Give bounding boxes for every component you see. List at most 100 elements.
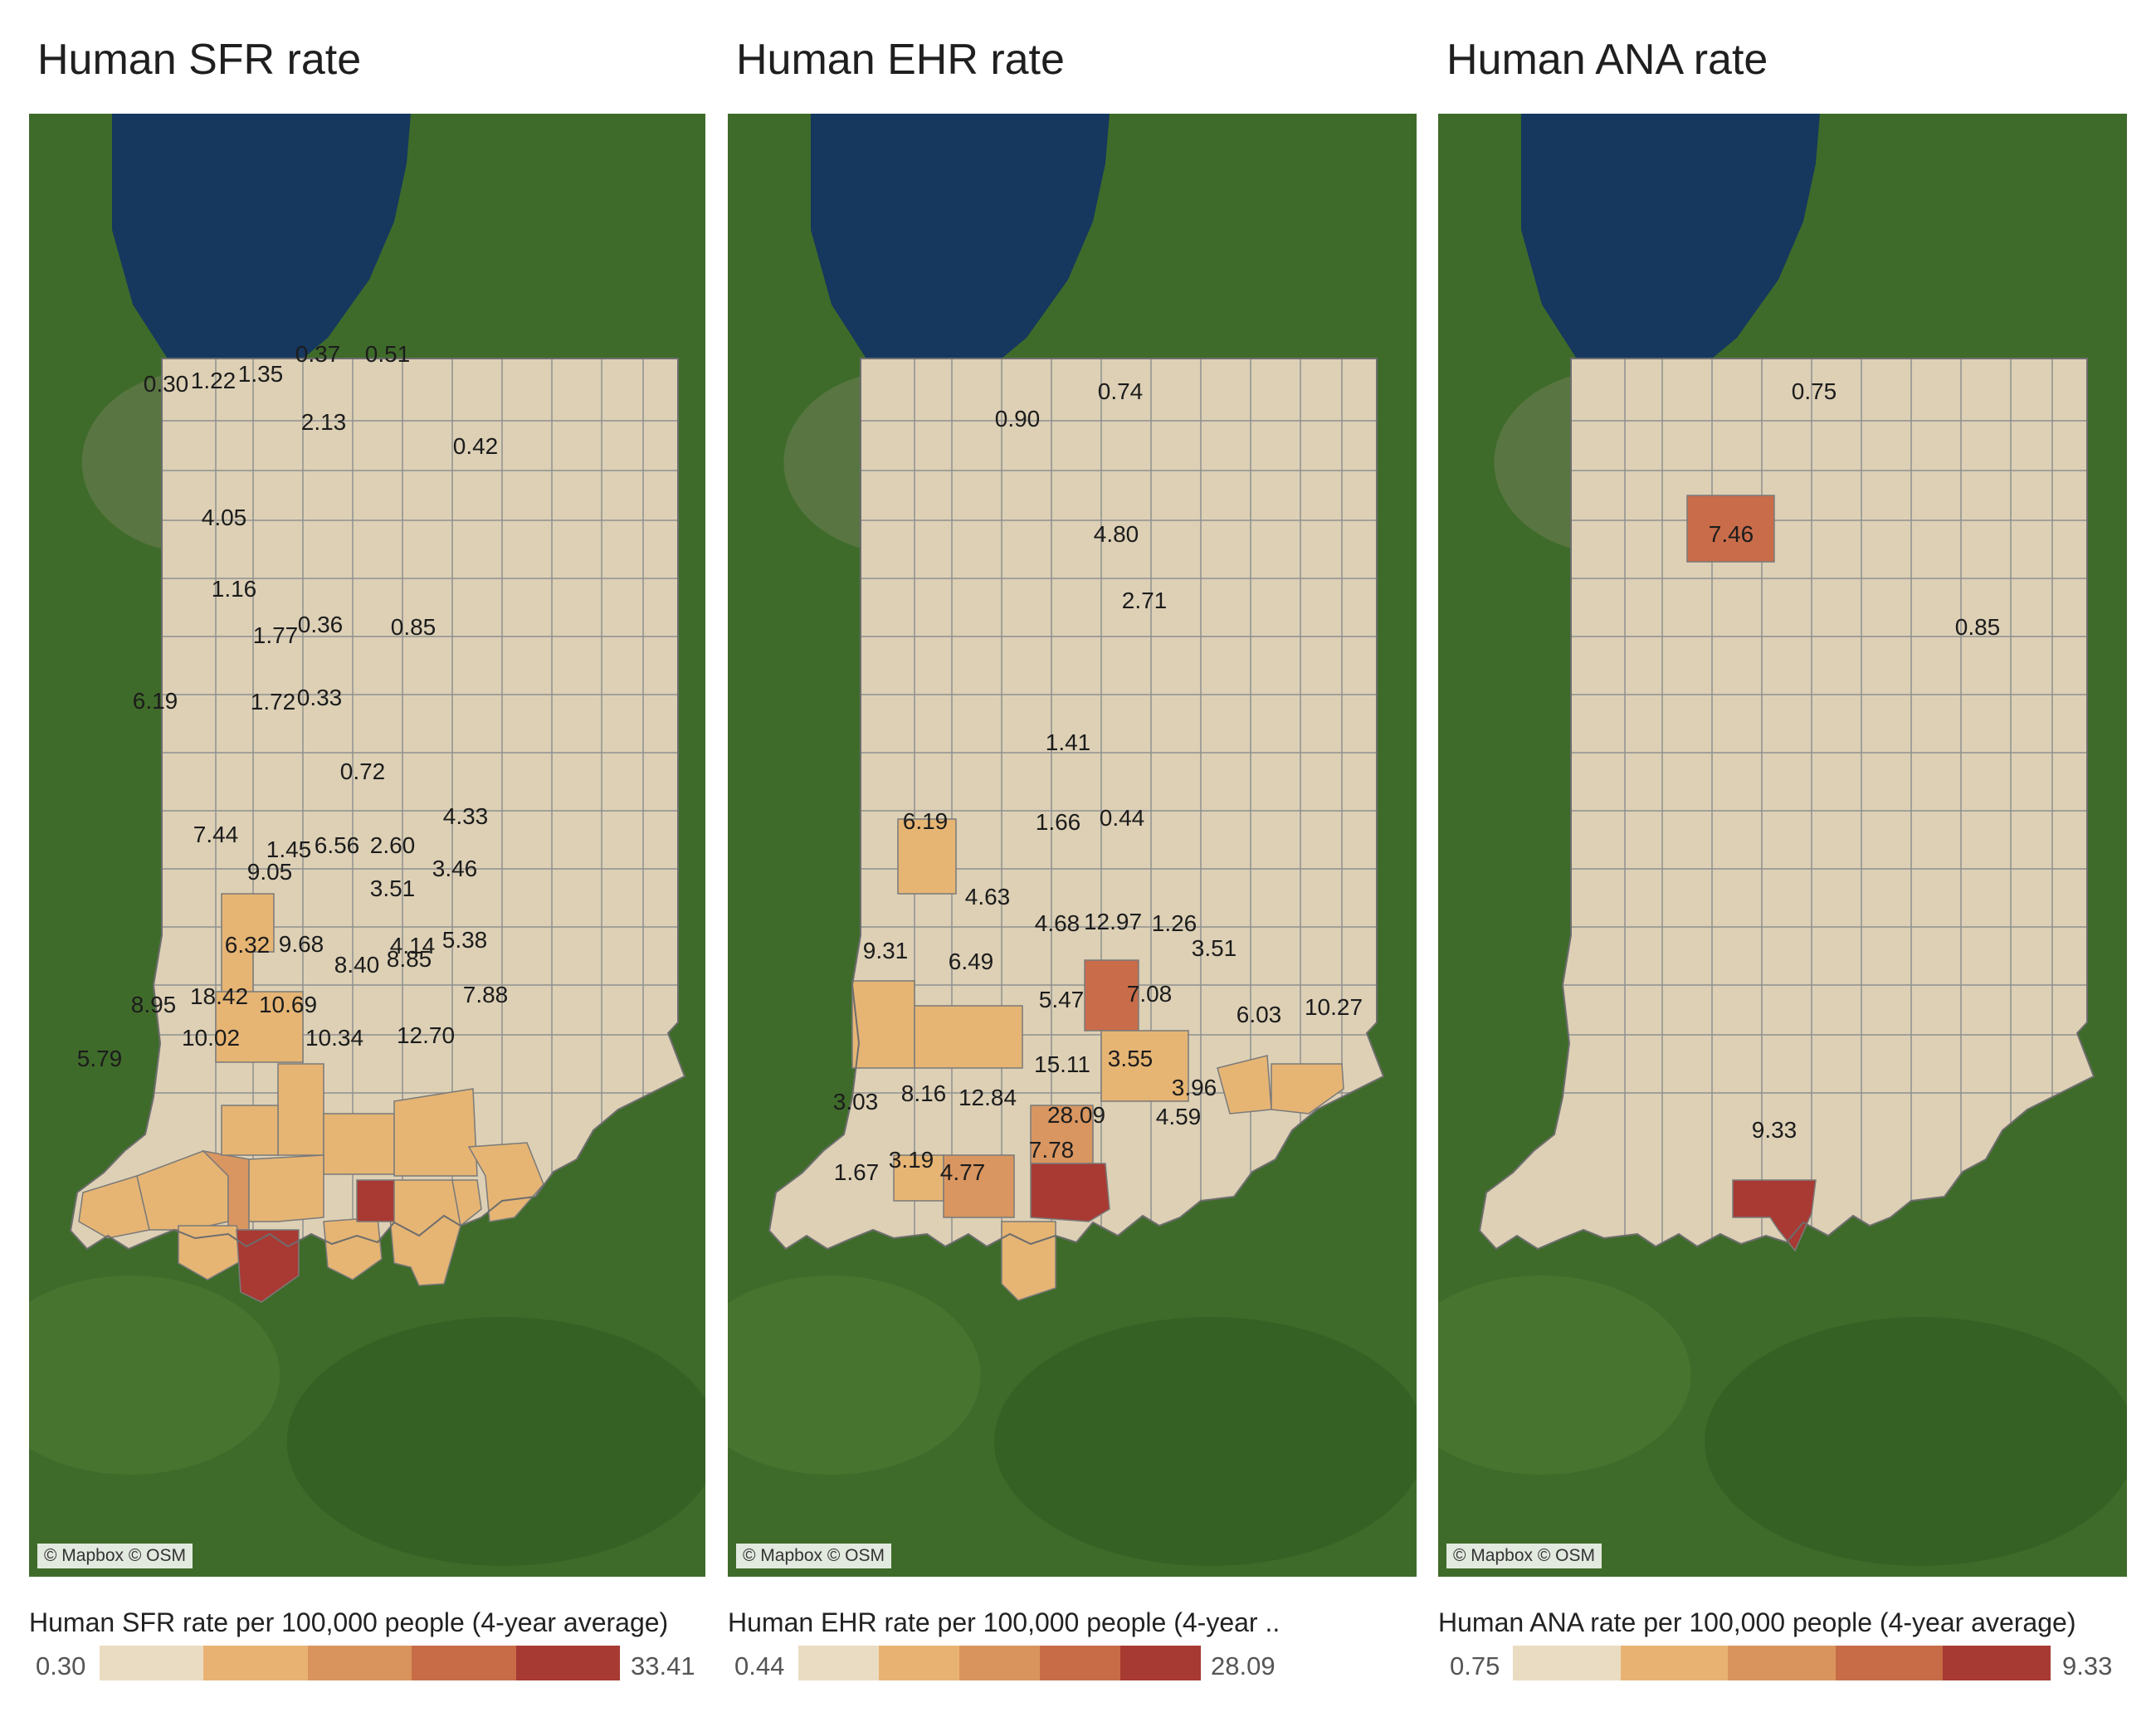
county-highlight[interactable] [356, 1179, 395, 1222]
county-value-label[interactable]: 2.13 [301, 409, 347, 435]
county-value-label[interactable]: 3.51 [1192, 935, 1237, 961]
county-value-label[interactable]: 8.40 [334, 952, 380, 978]
county-value-label[interactable]: 4.05 [202, 505, 247, 530]
county-highlight[interactable] [221, 1105, 279, 1156]
county-value-label[interactable]: 1.26 [1152, 910, 1198, 936]
county-value-label[interactable]: 7.46 [1709, 521, 1754, 547]
county-value-label[interactable]: 4.59 [1156, 1104, 1202, 1129]
county-value-label[interactable]: 3.19 [889, 1147, 934, 1173]
county-value-label[interactable]: 12.97 [1084, 909, 1142, 934]
county-value-label[interactable]: 7.44 [193, 822, 239, 847]
map-credit[interactable]: © Mapbox © OSM [1446, 1544, 1602, 1568]
county-value-label[interactable]: 2.71 [1122, 588, 1168, 613]
county-value-label[interactable]: 9.68 [279, 931, 324, 957]
county-value-label[interactable]: 8.95 [131, 992, 177, 1017]
county-highlight[interactable] [851, 980, 915, 1069]
county-value-label[interactable]: 0.42 [453, 433, 499, 459]
county-value-label[interactable]: 1.35 [238, 361, 284, 387]
county-highlight[interactable] [178, 1225, 246, 1280]
county-value-label[interactable]: 3.51 [370, 876, 416, 901]
county-highlight[interactable] [236, 1229, 300, 1303]
county-highlight[interactable] [1001, 1221, 1056, 1301]
county-value-label[interactable]: 15.11 [1034, 1051, 1090, 1077]
county-value-label[interactable]: 10.27 [1305, 994, 1363, 1020]
county-value-label[interactable]: 6.19 [133, 688, 178, 714]
county-value-label[interactable]: 8.85 [387, 946, 432, 972]
county-highlight[interactable] [943, 1154, 1015, 1218]
county-value-label[interactable]: 7.88 [463, 982, 509, 1007]
county-value-label[interactable]: 1.22 [191, 368, 237, 393]
county-value-label[interactable]: 0.44 [1100, 805, 1145, 831]
county-value-label[interactable]: 2.60 [370, 832, 416, 858]
county-value-label[interactable]: 3.96 [1172, 1075, 1217, 1100]
county-highlight[interactable] [1686, 495, 1775, 563]
county-highlight[interactable] [1271, 1063, 1344, 1115]
county-value-label[interactable]: 0.72 [340, 758, 386, 784]
county-value-label[interactable]: 4.33 [443, 803, 489, 829]
county-value-label[interactable]: 5.79 [77, 1046, 123, 1071]
county-value-label[interactable]: 4.77 [940, 1159, 986, 1185]
county-value-label[interactable]: 3.03 [833, 1089, 879, 1115]
county-value-label[interactable]: 6.19 [903, 808, 949, 834]
county-value-label[interactable]: 4.80 [1094, 521, 1139, 547]
county-value-label[interactable]: 28.09 [1047, 1102, 1105, 1128]
county-value-label[interactable]: 0.85 [391, 614, 437, 640]
county-highlight[interactable] [1100, 1030, 1189, 1102]
county-value-label[interactable]: 5.47 [1039, 987, 1085, 1012]
county-value-label[interactable]: 18.42 [190, 983, 248, 1009]
county-value-label[interactable]: 0.75 [1792, 378, 1837, 404]
county-value-label[interactable]: 4.68 [1035, 910, 1080, 936]
county-value-label[interactable]: 1.41 [1046, 729, 1091, 755]
county-value-label[interactable]: 0.85 [1955, 614, 2001, 640]
county-highlight[interactable] [277, 1063, 324, 1156]
county-value-label[interactable]: 0.51 [365, 341, 411, 367]
county-value-label[interactable]: 0.36 [298, 612, 344, 637]
county-highlight[interactable] [78, 1175, 150, 1239]
county-value-label[interactable]: 9.05 [247, 859, 293, 885]
county-value-label[interactable]: 12.84 [958, 1085, 1017, 1110]
county-value-label[interactable]: 12.70 [397, 1022, 455, 1048]
county-highlight[interactable] [248, 1154, 324, 1222]
sfr-map[interactable]: 0.30 1.22 1.35 0.37 0.51 2.13 0.42 4.05 1.16 0.85… [29, 114, 705, 1577]
county-value-label[interactable]: 1.66 [1036, 809, 1081, 835]
county-value-label[interactable]: 5.38 [442, 927, 488, 953]
county-value-label[interactable]: 7.08 [1127, 981, 1173, 1007]
map-credit[interactable]: © Mapbox © OSM [736, 1544, 891, 1568]
county-value-label[interactable]: 8.16 [901, 1080, 947, 1106]
ana-map[interactable]: 0.75 7.46 0.85 9.33 © Mapbox © OSM [1438, 114, 2127, 1577]
county-value-label[interactable]: 9.31 [863, 938, 909, 963]
county-highlight[interactable] [914, 1005, 1023, 1069]
map-credit[interactable]: © Mapbox © OSM [37, 1544, 193, 1568]
county-value-label[interactable]: 9.33 [1752, 1117, 1797, 1143]
county-value-label[interactable]: 0.90 [995, 406, 1041, 432]
county-highlight[interactable] [215, 991, 304, 1063]
county-value-label[interactable]: 6.03 [1237, 1002, 1282, 1027]
county-value-label[interactable]: 10.34 [305, 1025, 363, 1051]
county-value-label[interactable]: 4.14 [390, 933, 436, 958]
county-value-label[interactable]: 1.67 [834, 1159, 880, 1185]
county-value-label[interactable]: 1.77 [253, 622, 299, 648]
county-value-label[interactable]: 1.45 [266, 836, 312, 862]
county-value-label[interactable]: 6.32 [225, 932, 271, 958]
county-value-label[interactable]: 6.49 [949, 949, 994, 974]
county-highlight[interactable] [451, 1179, 482, 1227]
county-value-label[interactable]: 0.74 [1098, 378, 1144, 404]
county-value-label[interactable]: 0.37 [295, 341, 341, 367]
county-value-label[interactable]: 1.16 [212, 576, 257, 602]
county-value-label[interactable]: 7.78 [1029, 1137, 1075, 1163]
county-value-label[interactable]: 10.69 [259, 992, 317, 1017]
county-value-label[interactable]: 0.33 [297, 685, 343, 710]
ehr-map[interactable]: 0.74 0.90 4.80 2.71 1.41 6.19 1.66 0.44 4.63 4.68… [728, 114, 1417, 1577]
county-value-label[interactable]: 6.56 [315, 832, 360, 858]
county-highlight[interactable] [323, 1113, 395, 1175]
county-value-label[interactable]: 0.30 [144, 371, 189, 397]
county-value-label[interactable]: 4.63 [965, 884, 1011, 910]
county-value-label[interactable]: 10.02 [182, 1025, 240, 1051]
county-value-label[interactable]: 1.72 [251, 689, 296, 715]
county-highlight[interactable] [1030, 1163, 1110, 1222]
county-value-label[interactable]: 3.55 [1108, 1046, 1154, 1071]
county-value-label[interactable]: 3.46 [432, 856, 478, 881]
county-highlight[interactable] [467, 1142, 544, 1222]
county-highlight[interactable] [393, 1088, 478, 1177]
county-highlight[interactable] [897, 818, 957, 895]
